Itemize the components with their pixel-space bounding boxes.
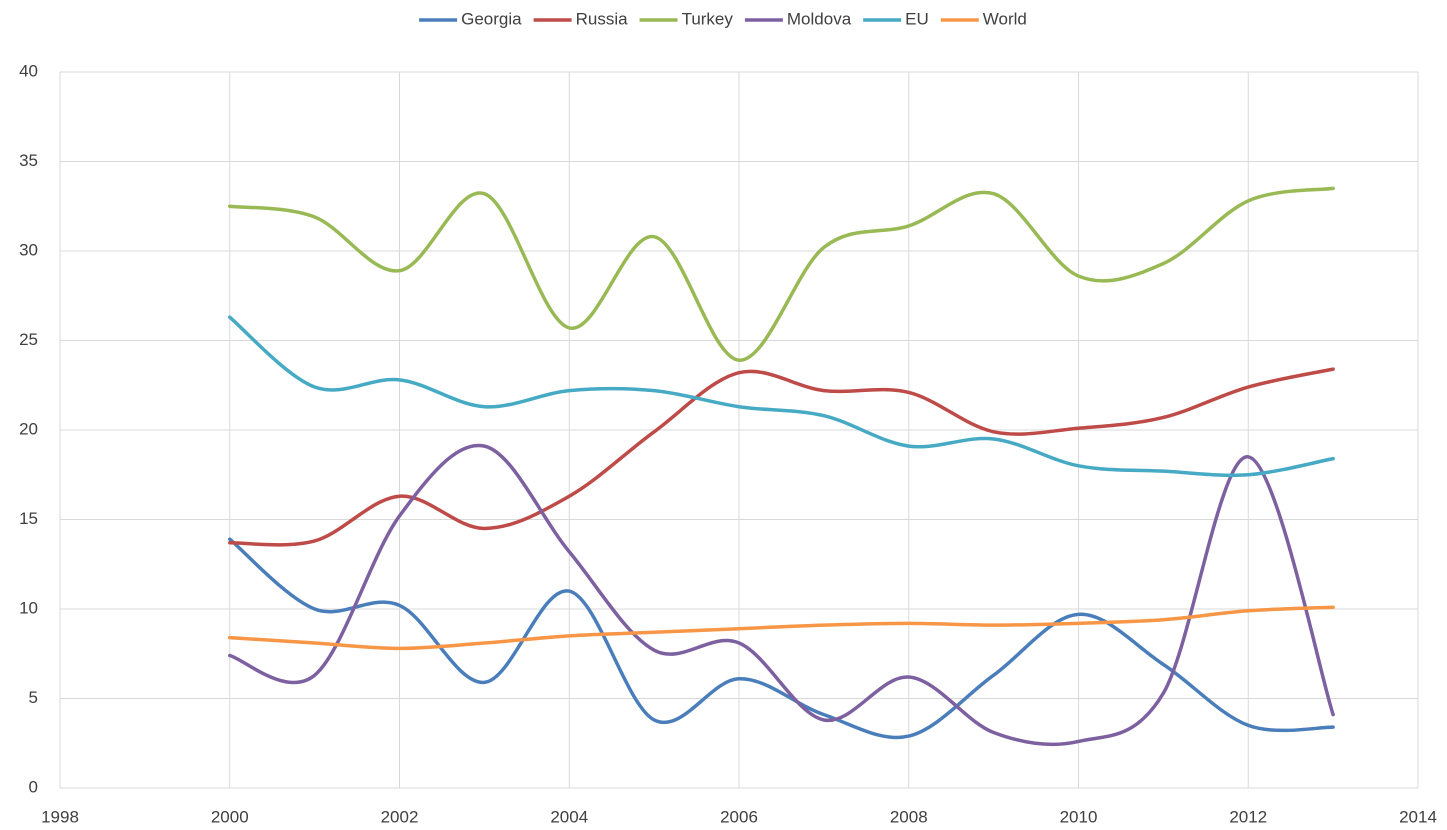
series-line bbox=[228, 367, 1335, 547]
series-line bbox=[228, 605, 1335, 651]
legend-label: Moldova bbox=[787, 9, 852, 28]
y-tick-label: 20 bbox=[19, 419, 38, 438]
x-tick-label: 2000 bbox=[211, 807, 249, 826]
y-tick-label: 15 bbox=[19, 509, 38, 528]
y-tick-label: 25 bbox=[19, 330, 38, 349]
x-tick-label: 2008 bbox=[890, 807, 928, 826]
y-tick-label: 5 bbox=[29, 688, 38, 707]
x-tick-label: 2012 bbox=[1229, 807, 1267, 826]
x-tick-label: 1998 bbox=[41, 807, 79, 826]
series-line bbox=[228, 315, 1335, 478]
series-line bbox=[228, 186, 1335, 362]
y-tick-label: 10 bbox=[19, 598, 38, 617]
y-tick-label: 0 bbox=[29, 777, 38, 796]
series-line bbox=[228, 537, 1335, 740]
x-tick-label: 2014 bbox=[1399, 807, 1437, 826]
legend-label: Russia bbox=[576, 9, 629, 28]
x-tick-label: 2006 bbox=[720, 807, 758, 826]
y-tick-label: 35 bbox=[19, 151, 38, 170]
legend-label: World bbox=[983, 9, 1027, 28]
x-tick-label: 2002 bbox=[381, 807, 419, 826]
legend-label: Turkey bbox=[682, 9, 734, 28]
y-tick-label: 30 bbox=[19, 240, 38, 259]
legend-label: Georgia bbox=[461, 9, 522, 28]
x-tick-label: 2010 bbox=[1060, 807, 1098, 826]
y-tick-label: 40 bbox=[19, 61, 38, 80]
legend-label: EU bbox=[905, 9, 929, 28]
x-tick-label: 2004 bbox=[550, 807, 588, 826]
series-line bbox=[228, 443, 1335, 747]
